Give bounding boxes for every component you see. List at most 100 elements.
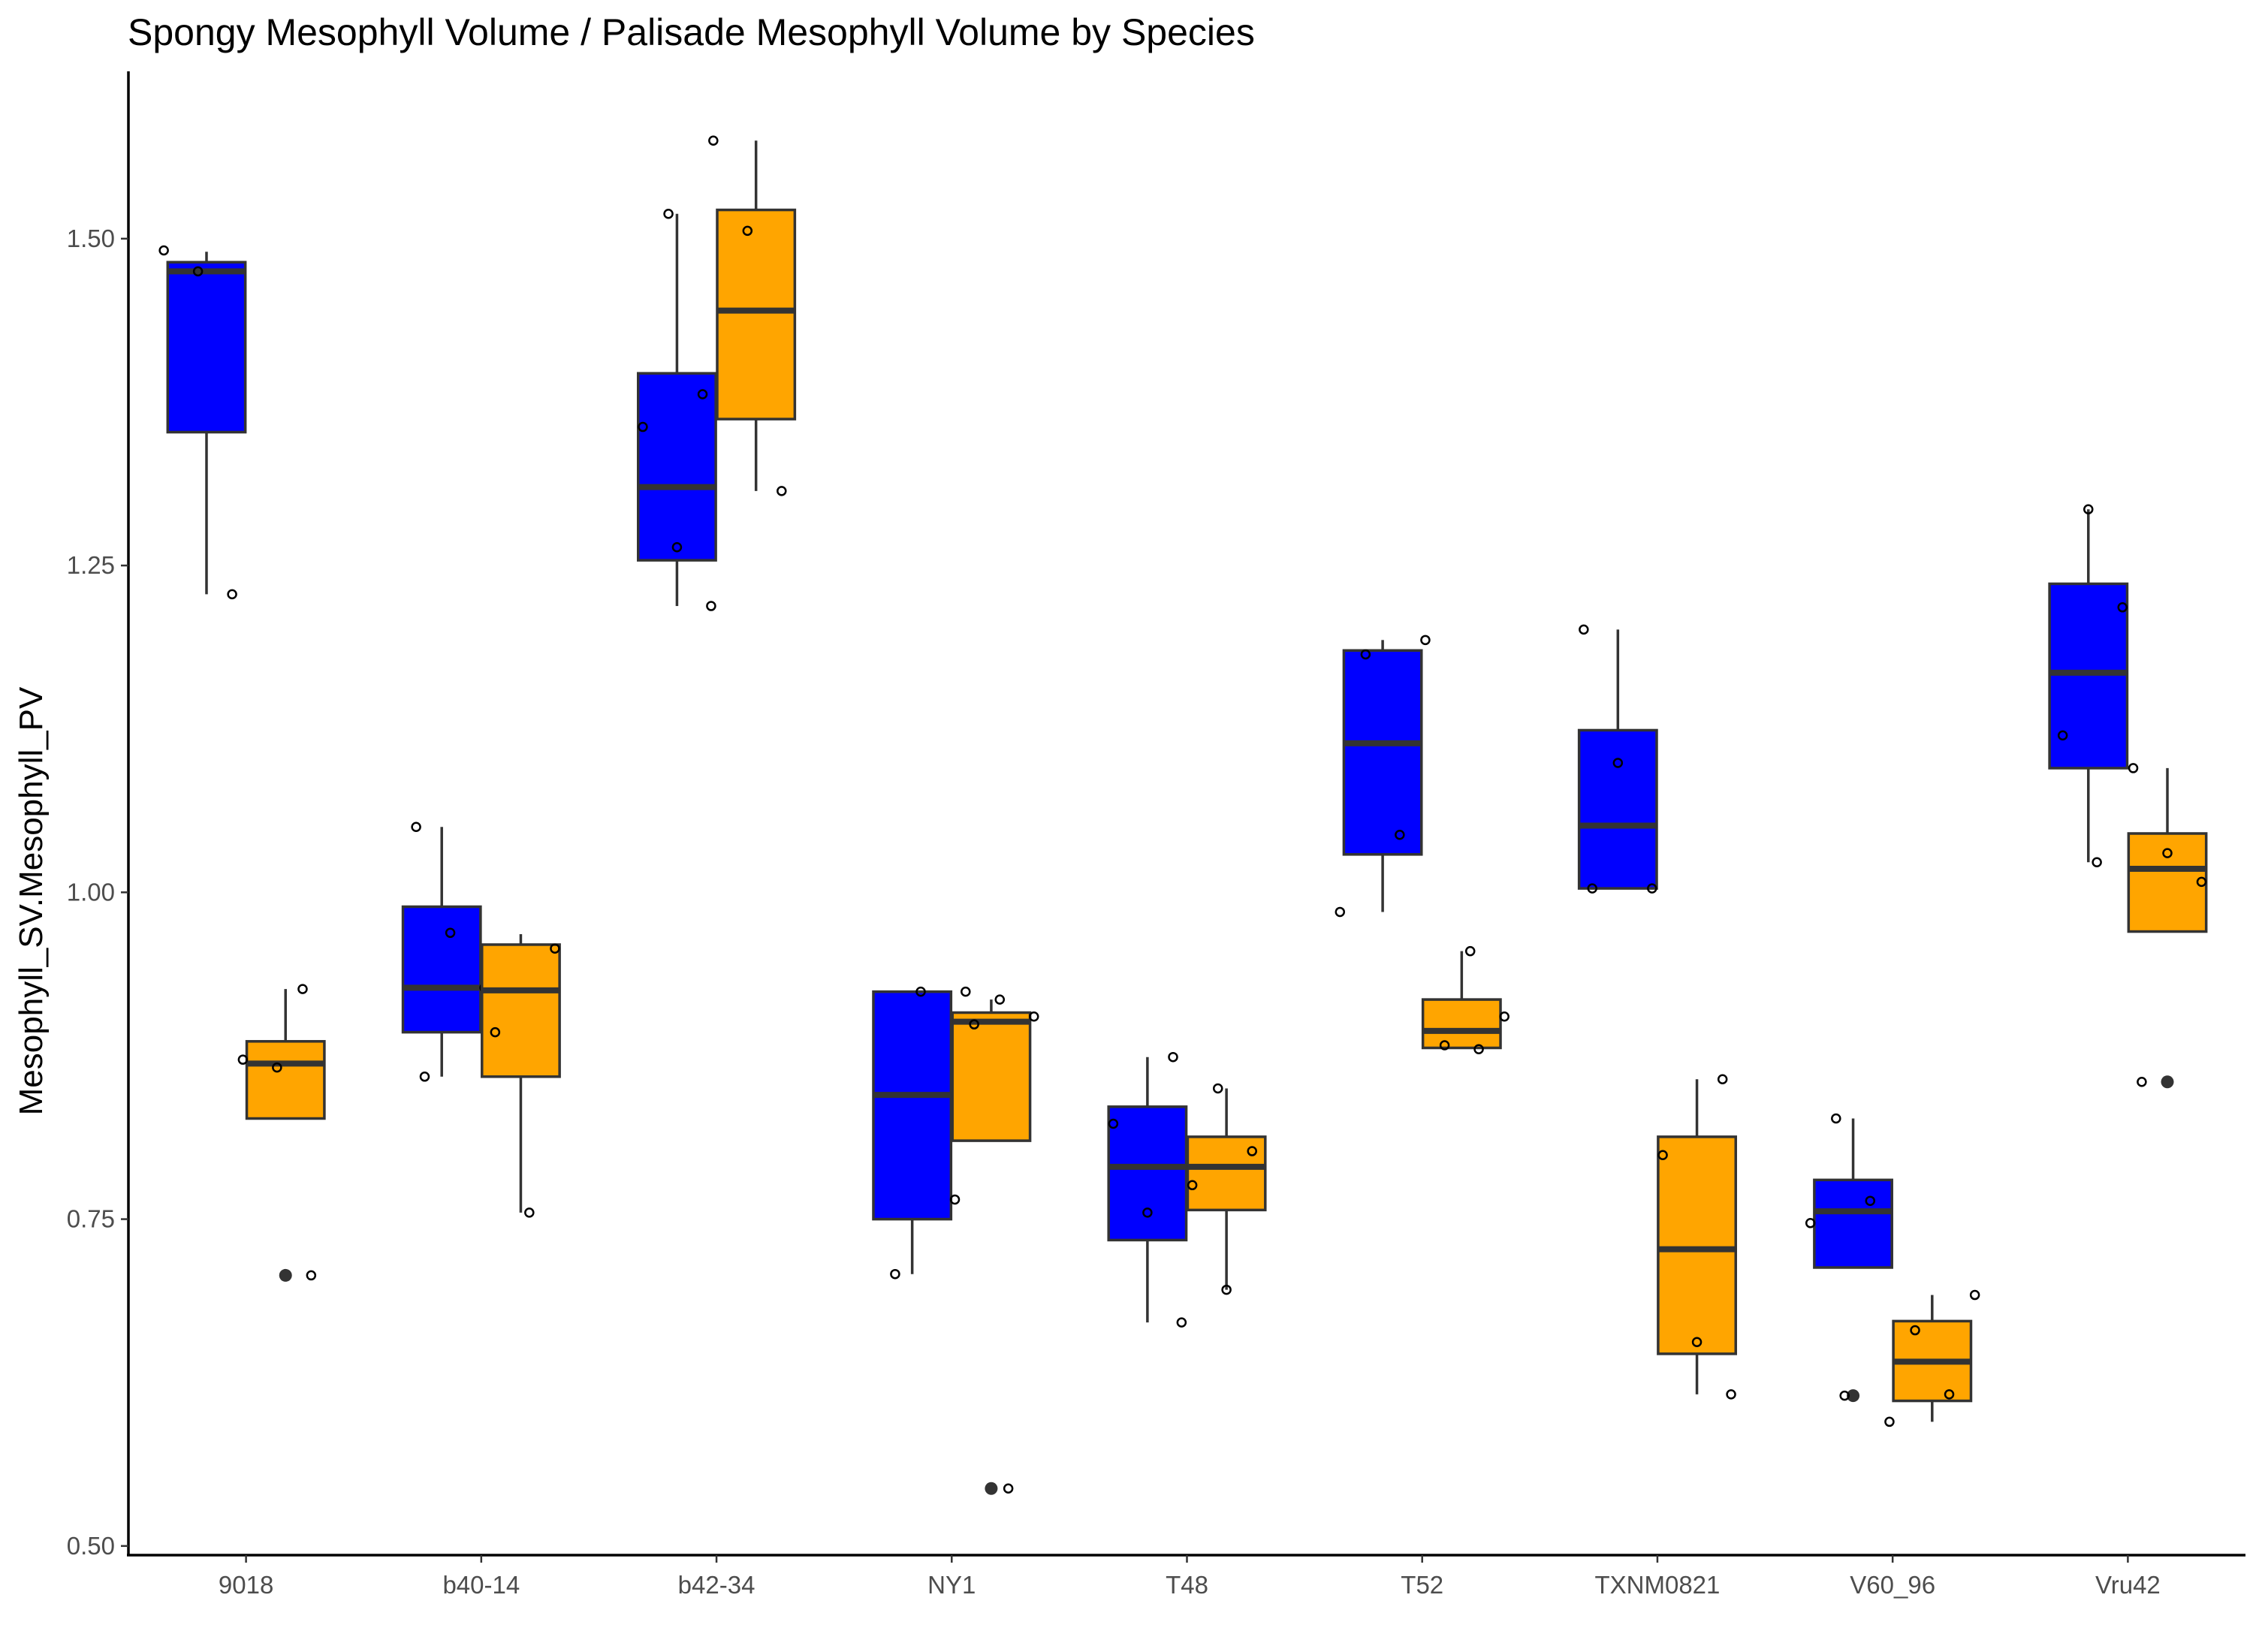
box — [716, 208, 797, 421]
box — [2048, 582, 2129, 770]
data-point — [2057, 730, 2068, 741]
data-point — [192, 266, 204, 277]
data-point — [1360, 649, 1371, 660]
data-point — [1247, 1146, 1257, 1156]
data-point — [1944, 1389, 1955, 1400]
x-tick-label: V60_96 — [1850, 1571, 1935, 1599]
data-point — [890, 1268, 900, 1280]
data-point — [1579, 624, 1589, 635]
data-point — [777, 486, 787, 496]
data-point — [994, 994, 1006, 1005]
data-point — [237, 1054, 249, 1065]
data-point — [550, 943, 560, 954]
data-point — [272, 1062, 282, 1073]
data-point — [915, 986, 926, 997]
outlier-point — [1847, 1389, 1860, 1403]
box — [1342, 649, 1423, 856]
chart-title: Spongy Mesophyll Volume / Palisade Mesop… — [128, 11, 1255, 53]
data-point — [1439, 1040, 1450, 1051]
data-point — [1969, 1289, 1980, 1301]
data-point — [1168, 1051, 1178, 1063]
x-tick-label: NY1 — [927, 1571, 976, 1599]
data-point — [1108, 1118, 1119, 1129]
box — [1577, 728, 1658, 890]
y-tick-label: 1.25 — [67, 551, 115, 579]
x-tick-label: 9018 — [219, 1571, 273, 1599]
data-point — [1213, 1083, 1223, 1094]
data-point — [1612, 758, 1624, 768]
data-point — [1221, 1284, 1232, 1295]
outlier-point — [2161, 1075, 2174, 1089]
data-point — [411, 821, 421, 833]
y-tick-label: 0.50 — [67, 1532, 115, 1560]
data-point — [1647, 883, 1657, 894]
axes: 0.50 0.75 1.00 1.25 1.50 9018 b40-14 b42-34 NY1 T… — [67, 225, 2161, 1599]
data-point — [1003, 1483, 1014, 1494]
data-point — [2117, 602, 2128, 613]
data-point — [2128, 763, 2139, 773]
data-point — [1420, 635, 1431, 646]
data-point — [1473, 1044, 1484, 1054]
box — [951, 1011, 1032, 1142]
data-point — [2162, 848, 2173, 858]
y-axis-label: Mesophyll_SV.Mesophyll_PV — [13, 686, 50, 1115]
data-point — [158, 245, 169, 256]
data-point — [949, 1194, 961, 1205]
data-point — [490, 1026, 501, 1038]
x-tick-label: b42-34 — [678, 1571, 756, 1599]
data-point — [1691, 1337, 1703, 1347]
data-point — [1464, 945, 1476, 957]
box — [245, 1040, 326, 1120]
data-point — [1839, 1390, 1850, 1401]
data-point — [706, 601, 716, 611]
data-point — [671, 541, 683, 553]
data-point — [1142, 1207, 1153, 1218]
data-point — [419, 1072, 430, 1082]
data-point — [1176, 1317, 1187, 1328]
box — [1813, 1178, 1893, 1269]
data-point — [524, 1207, 535, 1218]
data-point — [306, 1270, 317, 1281]
data-point — [297, 984, 308, 994]
box — [166, 261, 247, 434]
data-point — [1028, 1011, 1039, 1022]
data-point — [1884, 1416, 1895, 1427]
data-point — [2196, 876, 2207, 888]
x-tick-label: T52 — [1401, 1571, 1443, 1599]
data-point — [1657, 1150, 1668, 1161]
data-point — [961, 986, 971, 997]
data-point — [2137, 1077, 2147, 1087]
data-point — [1499, 1011, 1510, 1022]
outlier-point — [985, 1482, 998, 1495]
data-point — [969, 1019, 979, 1029]
data-point — [227, 589, 237, 600]
y-tick-label: 1.00 — [67, 878, 115, 906]
x-tick-label: T48 — [1166, 1571, 1208, 1599]
x-tick-label: b40-14 — [442, 1571, 520, 1599]
data-point — [1805, 1218, 1816, 1228]
y-tick-label: 0.75 — [67, 1205, 115, 1233]
box — [872, 990, 953, 1221]
data-point — [1726, 1389, 1736, 1400]
data-point — [1717, 1074, 1728, 1085]
data-point — [1335, 906, 1346, 918]
data-point — [2083, 504, 2094, 514]
data-point — [638, 421, 648, 433]
data-point — [1865, 1195, 1876, 1206]
box — [1186, 1135, 1267, 1212]
data-point — [1910, 1325, 1920, 1336]
data-point — [742, 225, 753, 237]
box — [1421, 998, 1502, 1050]
box — [1657, 1135, 1737, 1355]
y-tick-label: 1.50 — [67, 225, 115, 252]
box — [637, 372, 717, 562]
data-point — [1395, 829, 1405, 840]
x-tick-label: TXNM0821 — [1594, 1571, 1720, 1599]
data-point — [663, 209, 674, 219]
data-point — [445, 927, 456, 939]
box — [481, 943, 561, 1078]
data-point — [1587, 883, 1597, 894]
x-tick-label: Vru42 — [2095, 1571, 2161, 1599]
data-point — [697, 389, 708, 399]
